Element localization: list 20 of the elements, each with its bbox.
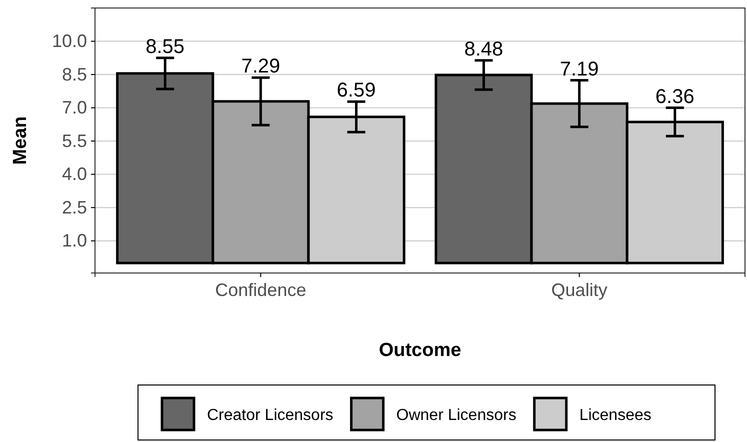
legend-label: Owner Licensors	[396, 407, 516, 424]
y-tick-label: 5.5	[62, 130, 87, 151]
y-tick-label: 1.0	[62, 230, 87, 251]
y-tick-label: 4.0	[62, 164, 87, 184]
data-label: 6.36	[655, 86, 694, 108]
legend-label: Creator Licensors	[207, 407, 334, 424]
data-label: 6.59	[336, 80, 376, 102]
data-label: 7.29	[241, 56, 280, 78]
x-tick-label: Confidence	[215, 280, 306, 300]
x-tick-label: Quality	[551, 280, 608, 300]
legend-label: Licensees	[579, 407, 652, 424]
y-tick-label: 8.5	[62, 64, 87, 84]
y-tick-label: 10.0	[52, 31, 87, 52]
y-tick-label: 7.0	[62, 98, 87, 118]
y-axis-title: Mean	[10, 116, 31, 165]
x-axis-title: Outcome	[378, 340, 462, 361]
data-label: 7.19	[560, 58, 599, 80]
y-tick-label: 2.5	[62, 197, 87, 218]
data-label: 8.48	[464, 38, 504, 60]
data-label: 8.55	[146, 36, 185, 58]
